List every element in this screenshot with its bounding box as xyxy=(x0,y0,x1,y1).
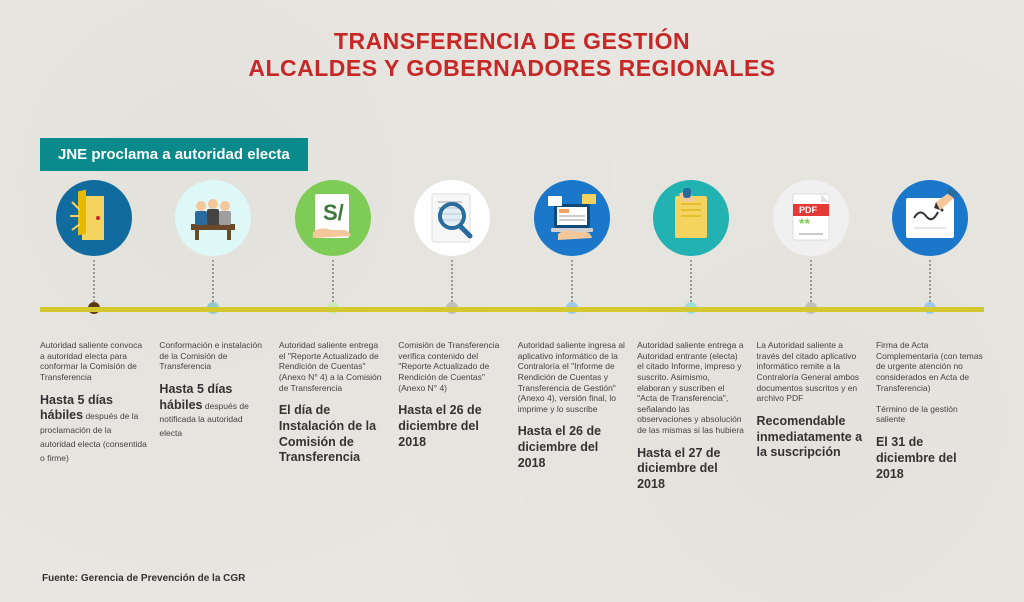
svg-text:**: ** xyxy=(799,215,810,231)
timeline: S/ xyxy=(40,180,984,493)
step-description: Comisión de Transferencia verifica conte… xyxy=(398,340,506,393)
step-highlight: Hasta 5 días hábiles después de notifica… xyxy=(159,382,267,441)
step-highlight: Hasta el 26 de diciembre del 2018 xyxy=(398,403,506,450)
step-description: Autoridad saliente ingresa al aplicativo… xyxy=(518,340,626,414)
timeline-step-text: Comisión de Transferencia verifica conte… xyxy=(398,340,506,493)
timeline-step-text: Autoridad saliente entrega el "Reporte A… xyxy=(279,340,387,493)
timeline-line xyxy=(40,307,984,312)
step-description: Autoridad saliente convoca a autoridad e… xyxy=(40,340,148,383)
timeline-step-text: Conformación e instalación de la Comisió… xyxy=(159,340,267,493)
timeline-step-icon xyxy=(518,180,626,314)
step-description: La Autoridad saliente a través del citad… xyxy=(757,340,865,404)
connector xyxy=(93,260,95,302)
source-label: Fuente: Gerencia de Prevención de la CGR xyxy=(42,573,245,584)
title-line1: TRANSFERENCIA DE GESTIÓN xyxy=(0,28,1024,55)
door-icon xyxy=(56,180,132,256)
step-highlight: Hasta 5 días hábiles después de la procl… xyxy=(40,393,148,466)
connector xyxy=(212,260,214,302)
svg-text:PDF: PDF xyxy=(799,205,818,215)
timeline-step-text: Autoridad saliente entrega a Autoridad e… xyxy=(637,340,745,493)
timeline-step-text: Firma de Acta Complementaria (con temas … xyxy=(876,340,984,493)
timeline-step-icon xyxy=(637,180,745,314)
timeline-step-text: La Autoridad saliente a través del citad… xyxy=(757,340,865,493)
timeline-step-icon xyxy=(159,180,267,314)
timeline-step-icon: PDF ** xyxy=(757,180,865,314)
title-block: TRANSFERENCIA DE GESTIÓN ALCALDES Y GOBE… xyxy=(0,0,1024,82)
laptop-icon xyxy=(534,180,610,256)
svg-text:S/: S/ xyxy=(323,200,344,225)
step-highlight: Hasta el 26 de diciembre del 2018 xyxy=(518,424,626,471)
meeting-icon xyxy=(175,180,251,256)
timeline-step-icon xyxy=(876,180,984,314)
connector xyxy=(690,260,692,302)
icons-row: S/ xyxy=(40,180,984,314)
magnifier-icon xyxy=(414,180,490,256)
step-highlight: El 31 de diciembre del 2018 xyxy=(876,435,984,482)
step-highlight: Recomendable inmediatamente a la suscrip… xyxy=(757,414,865,461)
hand-doc-icon xyxy=(653,180,729,256)
connector xyxy=(810,260,812,302)
step-description: Autoridad saliente entrega el "Reporte A… xyxy=(279,340,387,393)
connector xyxy=(451,260,453,302)
step-description: Firma de Acta Complementaria (con temas … xyxy=(876,340,984,425)
step-highlight: Hasta el 27 de diciembre del 2018 xyxy=(637,446,745,493)
step-description: Autoridad saliente entrega a Autoridad e… xyxy=(637,340,745,436)
connector xyxy=(332,260,334,302)
timeline-step-icon xyxy=(40,180,148,314)
banner: JNE proclama a autoridad electa xyxy=(40,138,308,171)
money-hand-icon: S/ xyxy=(295,180,371,256)
banner-text: JNE proclama a autoridad electa xyxy=(58,146,290,163)
pdf-icon: PDF ** xyxy=(773,180,849,256)
timeline-step-icon xyxy=(398,180,506,314)
connector xyxy=(929,260,931,302)
step-description: Conformación e instalación de la Comisió… xyxy=(159,340,267,372)
timeline-step-text: Autoridad saliente convoca a autoridad e… xyxy=(40,340,148,493)
texts-row: Autoridad saliente convoca a autoridad e… xyxy=(40,340,984,493)
timeline-step-icon: S/ xyxy=(279,180,387,314)
title-line2: ALCALDES Y GOBERNADORES REGIONALES xyxy=(0,55,1024,82)
signature-icon xyxy=(892,180,968,256)
timeline-step-text: Autoridad saliente ingresa al aplicativo… xyxy=(518,340,626,493)
step-highlight: El día de Instalación de la Comisión de … xyxy=(279,403,387,466)
connector xyxy=(571,260,573,302)
